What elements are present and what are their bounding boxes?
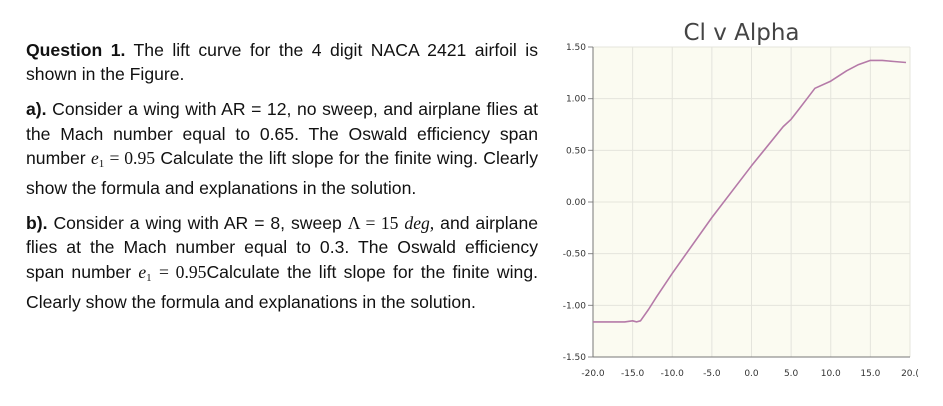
lift-curve-line (593, 59, 907, 323)
y-tick-label: 0.00 (566, 198, 586, 208)
x-tick-label: -15.0 (621, 369, 645, 379)
part-a-text-1: Consider a wing with AR = 12, no sweep, … (26, 99, 538, 168)
y-tick-label: -1.00 (563, 301, 587, 311)
x-tick-label: -10.0 (661, 369, 685, 379)
part-b-label: b). (26, 213, 48, 234)
question-intro: Question 1. The lift curve for the 4 dig… (26, 38, 538, 86)
part-b-e-symbol: e1 (138, 261, 152, 284)
x-tick-label: 0.0 (744, 369, 759, 379)
lift-curve-chart: Cl v Alpha -20.0 -15.0 -10.0 -5.0 0.0 5.0 10.0… (540, 14, 943, 406)
part-a-label: a). (26, 99, 47, 120)
question-label: Question 1. (26, 40, 126, 60)
x-tick-label: -5.0 (703, 369, 721, 379)
y-tick-label: 0.50 (566, 146, 586, 156)
part-b: b). Consider a wing with AR = 8, sweep Λ… (26, 211, 538, 314)
question-text: Question 1. The lift curve for the 4 dig… (26, 38, 538, 314)
part-b-text-3: Calculate the lift slope for the finite … (26, 261, 539, 312)
x-tick-label: 15.0 (860, 369, 880, 379)
part-a-e-value: = 0.95 (109, 147, 156, 168)
y-tick-label: -0.50 (563, 250, 587, 260)
x-tick-label: -20.0 (581, 369, 605, 379)
part-b-e-value: = 0.95 (158, 261, 207, 282)
part-b-text-2: and airplane flies at the Mach number eq… (26, 213, 539, 282)
part-b-deg: deg, (404, 213, 435, 234)
y-tick-label: 1.00 (566, 95, 586, 105)
y-tick-label: 1.50 (566, 43, 586, 53)
x-tick-label: 5.0 (784, 369, 799, 379)
chart-svg: -20.0 -15.0 -10.0 -5.0 0.0 5.0 10.0 15.0 20.( 1.5… (563, 43, 919, 379)
y-tick-label: -1.50 (563, 353, 587, 363)
question-intro-text: The lift curve for the 4 digit NACA 2421… (26, 40, 538, 85)
part-a-text-2: Calculate the lift slope for the finite … (26, 147, 538, 199)
part-a-e-symbol: e1 (90, 147, 105, 170)
x-tick-label: 10.0 (821, 369, 841, 379)
x-tick-label: 20.( (901, 369, 919, 379)
chart-title: Cl v Alpha (683, 20, 800, 46)
part-b-sweep: Λ = 15 (347, 213, 399, 234)
part-b-text-1: Consider a wing with AR = 8, sweep (53, 213, 342, 234)
part-a: a). Consider a wing with AR = 12, no swe… (26, 97, 538, 200)
